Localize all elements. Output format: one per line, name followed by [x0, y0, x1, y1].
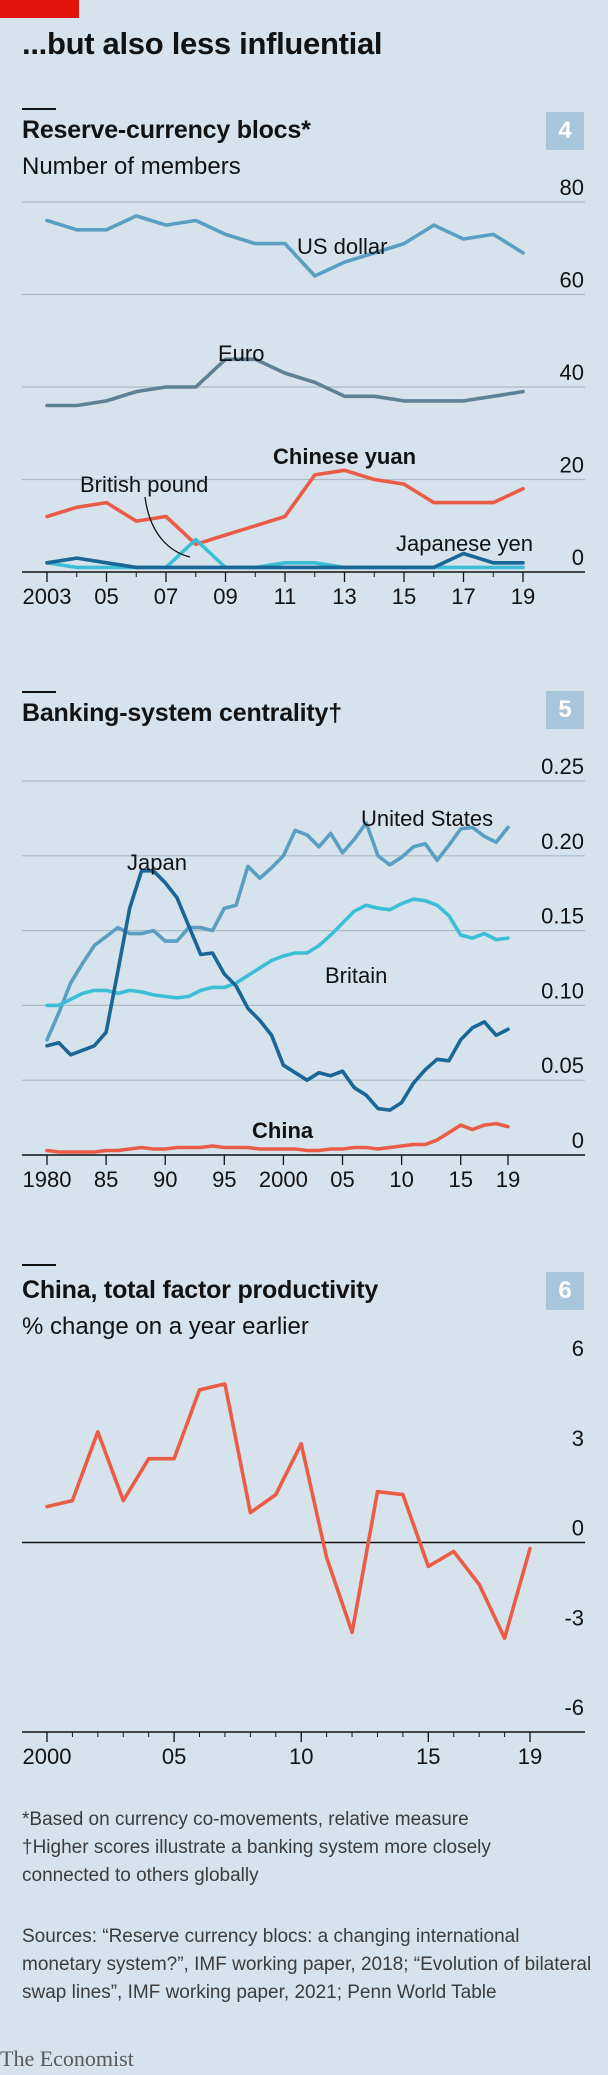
economist-logo-text: The Economist — [0, 2046, 134, 2071]
series-line-euro — [45, 357, 525, 408]
british-pound-leader-line — [144, 496, 191, 558]
panel-6-subtitle: % change on a year earlier — [22, 1313, 309, 1340]
series-label-chinese-yuan: Chinese yuan — [273, 444, 416, 469]
y-tick-label: -3 — [564, 1605, 584, 1630]
y-tick-label: 0.25 — [541, 754, 584, 779]
x-tick-label: 15 — [392, 584, 416, 609]
panel-4-title: Reserve-currency blocs* — [22, 116, 311, 144]
series-label-japan: Japan — [127, 850, 187, 875]
economist-red-tag — [0, 0, 79, 18]
panel-6-number-badge: 6 — [546, 1272, 584, 1310]
series-label-united-states: United States — [361, 806, 493, 831]
x-tick-label: 1980 — [23, 1167, 72, 1192]
y-tick-label: -6 — [564, 1695, 584, 1720]
panel-5-rule — [22, 691, 56, 693]
series-line-china — [45, 1121, 510, 1154]
series-label-britain: Britain — [325, 963, 387, 988]
banking-centrality-chart: 0 0.05 0.10 0.15 0.20 0.25 1980 85 90 95 2000 05 10 1… — [22, 754, 585, 1192]
panel-4-subtitle: Number of members — [22, 153, 241, 180]
y-tick-label: 3 — [572, 1426, 584, 1451]
y-tick-label: 0 — [572, 1516, 584, 1541]
x-tick-label: 85 — [94, 1167, 118, 1192]
x-tick-label: 05 — [94, 584, 118, 609]
series-label-japanese-yen: Japanese yen — [396, 531, 533, 556]
y-tick-label: 0.05 — [541, 1053, 584, 1078]
x-tick-label: 15 — [448, 1167, 472, 1192]
x-tick-label: 19 — [511, 584, 535, 609]
y-tick-label: 60 — [560, 268, 584, 293]
panel-4-number-badge: 4 — [546, 112, 584, 150]
x-tick-label: 09 — [213, 584, 237, 609]
panel-5-title: Banking-system centrality† — [22, 699, 342, 727]
x-tick-label: 15 — [416, 1744, 440, 1769]
footnote-dagger: †Higher scores illustrate a banking syst… — [22, 1837, 491, 1886]
panel-6-title: China, total factor productivity — [22, 1276, 379, 1304]
x-tick-label: 95 — [212, 1167, 236, 1192]
series-label-us-dollar: US dollar — [297, 234, 387, 259]
x-tick-label: 19 — [518, 1744, 542, 1769]
series-line-series — [45, 1382, 532, 1640]
y-tick-label: 0 — [572, 1128, 584, 1153]
series-label-china: China — [252, 1118, 314, 1143]
series-line-japan — [45, 868, 510, 1112]
x-tick-label: 10 — [389, 1167, 413, 1192]
y-tick-label: 20 — [560, 453, 584, 478]
x-tick-label: 19 — [496, 1167, 520, 1192]
reserve-currency-chart: 0 20 40 60 80 2003 05 07 09 11 13 15 17 19 US dollar Eu… — [22, 175, 585, 609]
x-tick-label: 13 — [332, 584, 356, 609]
footnote-asterisk: *Based on currency co-movements, relativ… — [22, 1809, 469, 1830]
series-line-japanese-yen — [45, 551, 525, 570]
x-tick-label: 11 — [274, 584, 297, 609]
x-tick-label: 17 — [451, 584, 475, 609]
panel-5-number-badge: 5 — [546, 691, 584, 729]
x-tick-label: 2003 — [23, 584, 72, 609]
series-line-britain — [45, 897, 510, 1008]
y-tick-label: 0.20 — [541, 829, 584, 854]
y-tick-label: 0.15 — [541, 904, 584, 929]
x-tick-label: 2000 — [23, 1744, 72, 1769]
series-label-euro: Euro — [218, 341, 264, 366]
series-label-british-pound: British pound — [80, 472, 208, 497]
y-tick-label: 40 — [560, 360, 584, 385]
panel-4-rule — [22, 108, 56, 110]
x-tick-label: 05 — [162, 1744, 186, 1769]
x-tick-label: 07 — [154, 584, 178, 609]
y-tick-label: 6 — [572, 1336, 584, 1361]
x-tick-label: 05 — [330, 1167, 354, 1192]
panel-6-rule — [22, 1264, 56, 1266]
series-line-chinese-yuan — [45, 468, 525, 547]
page-headline: ...but also less influential — [22, 26, 383, 61]
y-tick-label: 0 — [572, 545, 584, 570]
x-tick-label: 2000 — [259, 1167, 308, 1192]
tfp-chart: -6 -3 0 3 6 2000 05 10 15 19 — [22, 1336, 585, 1769]
x-tick-label: 90 — [153, 1167, 177, 1192]
y-tick-label: 0.10 — [541, 978, 584, 1003]
sources-note: Sources: “Reserve currency blocs: a chan… — [22, 1926, 592, 2003]
x-tick-label: 10 — [289, 1744, 313, 1769]
y-tick-label: 80 — [560, 175, 584, 200]
series-line-us-dollar — [45, 214, 525, 278]
